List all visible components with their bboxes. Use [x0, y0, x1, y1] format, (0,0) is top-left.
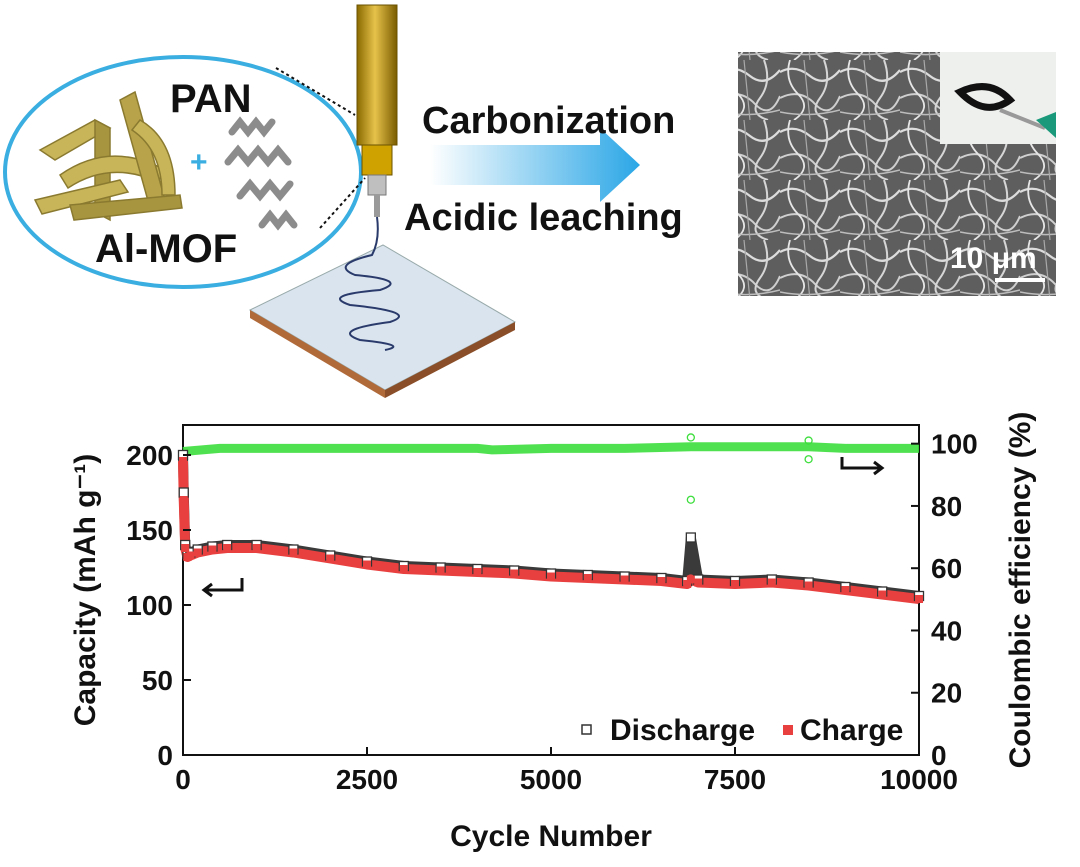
- y-left-tick-label-4: 200: [126, 440, 173, 471]
- charge-point: [252, 544, 261, 552]
- legend-discharge-marker: [581, 724, 592, 735]
- charge-point: [547, 572, 555, 581]
- charge-point: [473, 568, 482, 576]
- legend-discharge-label: Discharge: [610, 714, 755, 747]
- charge-point: [326, 554, 335, 563]
- process-arrow: [430, 128, 640, 202]
- scale-bar-label: 10 μm: [950, 242, 1037, 275]
- y-left-tick-label-2: 100: [126, 590, 173, 621]
- discharge-point: [178, 487, 189, 498]
- left-axis-arrow: [201, 578, 244, 598]
- charge-point: [179, 496, 188, 504]
- charge-point: [289, 548, 298, 557]
- coulombic-efficiency-outlier: [804, 436, 813, 445]
- charge-point: [915, 595, 923, 603]
- y-right-tick-label-4: 80: [931, 491, 962, 522]
- charge-point: [436, 566, 445, 575]
- charge-point: [767, 578, 776, 587]
- step-carbonization: Carbonization: [422, 100, 675, 142]
- charge-point: [208, 545, 217, 554]
- coulombic-efficiency-outlier: [686, 433, 695, 442]
- charge-point: [841, 586, 850, 594]
- charge-point: [181, 544, 190, 552]
- charge-point: [620, 575, 629, 584]
- charge-point: [731, 580, 739, 588]
- legend-charge-label: Charge: [800, 714, 903, 747]
- cycling-chart: 0 2500 5000 7500 100000501001502000204060801…: [69, 412, 1037, 853]
- axes-layer: 0 2500 5000 7500 100000501001502000204060801…: [126, 429, 977, 795]
- y-left-tick-label-0: 0: [157, 740, 173, 771]
- x-tick-label-0: 0: [175, 764, 191, 795]
- x-tick-label-3: 7500: [704, 764, 766, 795]
- fiber-jet: [339, 216, 400, 351]
- sem-image: 10 μm: [738, 52, 1056, 296]
- series-layer: [177, 433, 925, 604]
- charge-point: [179, 457, 187, 465]
- schematic-panel: + PAN Al-MOF Carbonization Acidic: [3, 4, 1056, 398]
- mof-label: Al-MOF: [95, 227, 237, 271]
- mof-framework-icon: [33, 90, 183, 222]
- charge-point: [804, 581, 813, 590]
- legend: Discharge Charge: [581, 714, 903, 747]
- coulombic-efficiency-outlier: [804, 455, 813, 464]
- y-right-tick-label-5: 100: [931, 429, 978, 460]
- x-tick-label-1: 2500: [336, 764, 398, 795]
- right-axis-arrow: [840, 457, 885, 476]
- pan-label: PAN: [170, 77, 251, 121]
- y-right-axis-title: Coulombic efficiency (%): [1004, 412, 1037, 769]
- charge-point: [686, 575, 695, 584]
- collector-plate: [248, 244, 517, 398]
- spinneret-icon: [356, 4, 398, 217]
- y-right-tick-label-1: 20: [931, 678, 962, 709]
- scale-bar: [995, 278, 1045, 282]
- y-left-axis-title: Capacity (mAh g⁻¹): [69, 454, 102, 727]
- charge-point: [186, 551, 195, 560]
- pan-polymer-icon: [224, 116, 298, 231]
- x-axis-title: Cycle Number: [450, 820, 652, 853]
- precursor-oval: [3, 55, 363, 289]
- y-left-tick-label-3: 150: [126, 515, 173, 546]
- charge-point: [657, 577, 666, 585]
- series-coulombic-efficiency-band: [182, 442, 919, 456]
- discharge-point: [685, 532, 696, 543]
- legend-charge-marker: [783, 725, 793, 735]
- x-tick-label-2: 5000: [520, 764, 582, 795]
- y-right-tick-label-3: 60: [931, 553, 962, 584]
- charge-point: [878, 590, 887, 599]
- charge-point: [399, 565, 408, 573]
- charge-point: [583, 574, 592, 582]
- y-left-tick-label-1: 50: [142, 665, 173, 696]
- step-acidic-leaching: Acidic leaching: [404, 197, 683, 239]
- charge-point: [683, 580, 692, 588]
- charge-point: [193, 548, 202, 557]
- y-right-tick-label-0: 0: [931, 740, 947, 771]
- charge-point: [223, 544, 232, 552]
- charge-point: [694, 578, 703, 587]
- coulombic-efficiency-outlier: [686, 495, 695, 504]
- x-tick-label-4: 10000: [880, 764, 958, 795]
- charge-point: [363, 560, 371, 569]
- callout-line-bottom: [319, 177, 366, 229]
- y-right-tick-label-2: 40: [931, 615, 962, 646]
- plus-sign: +: [190, 146, 208, 179]
- charge-point: [510, 569, 519, 578]
